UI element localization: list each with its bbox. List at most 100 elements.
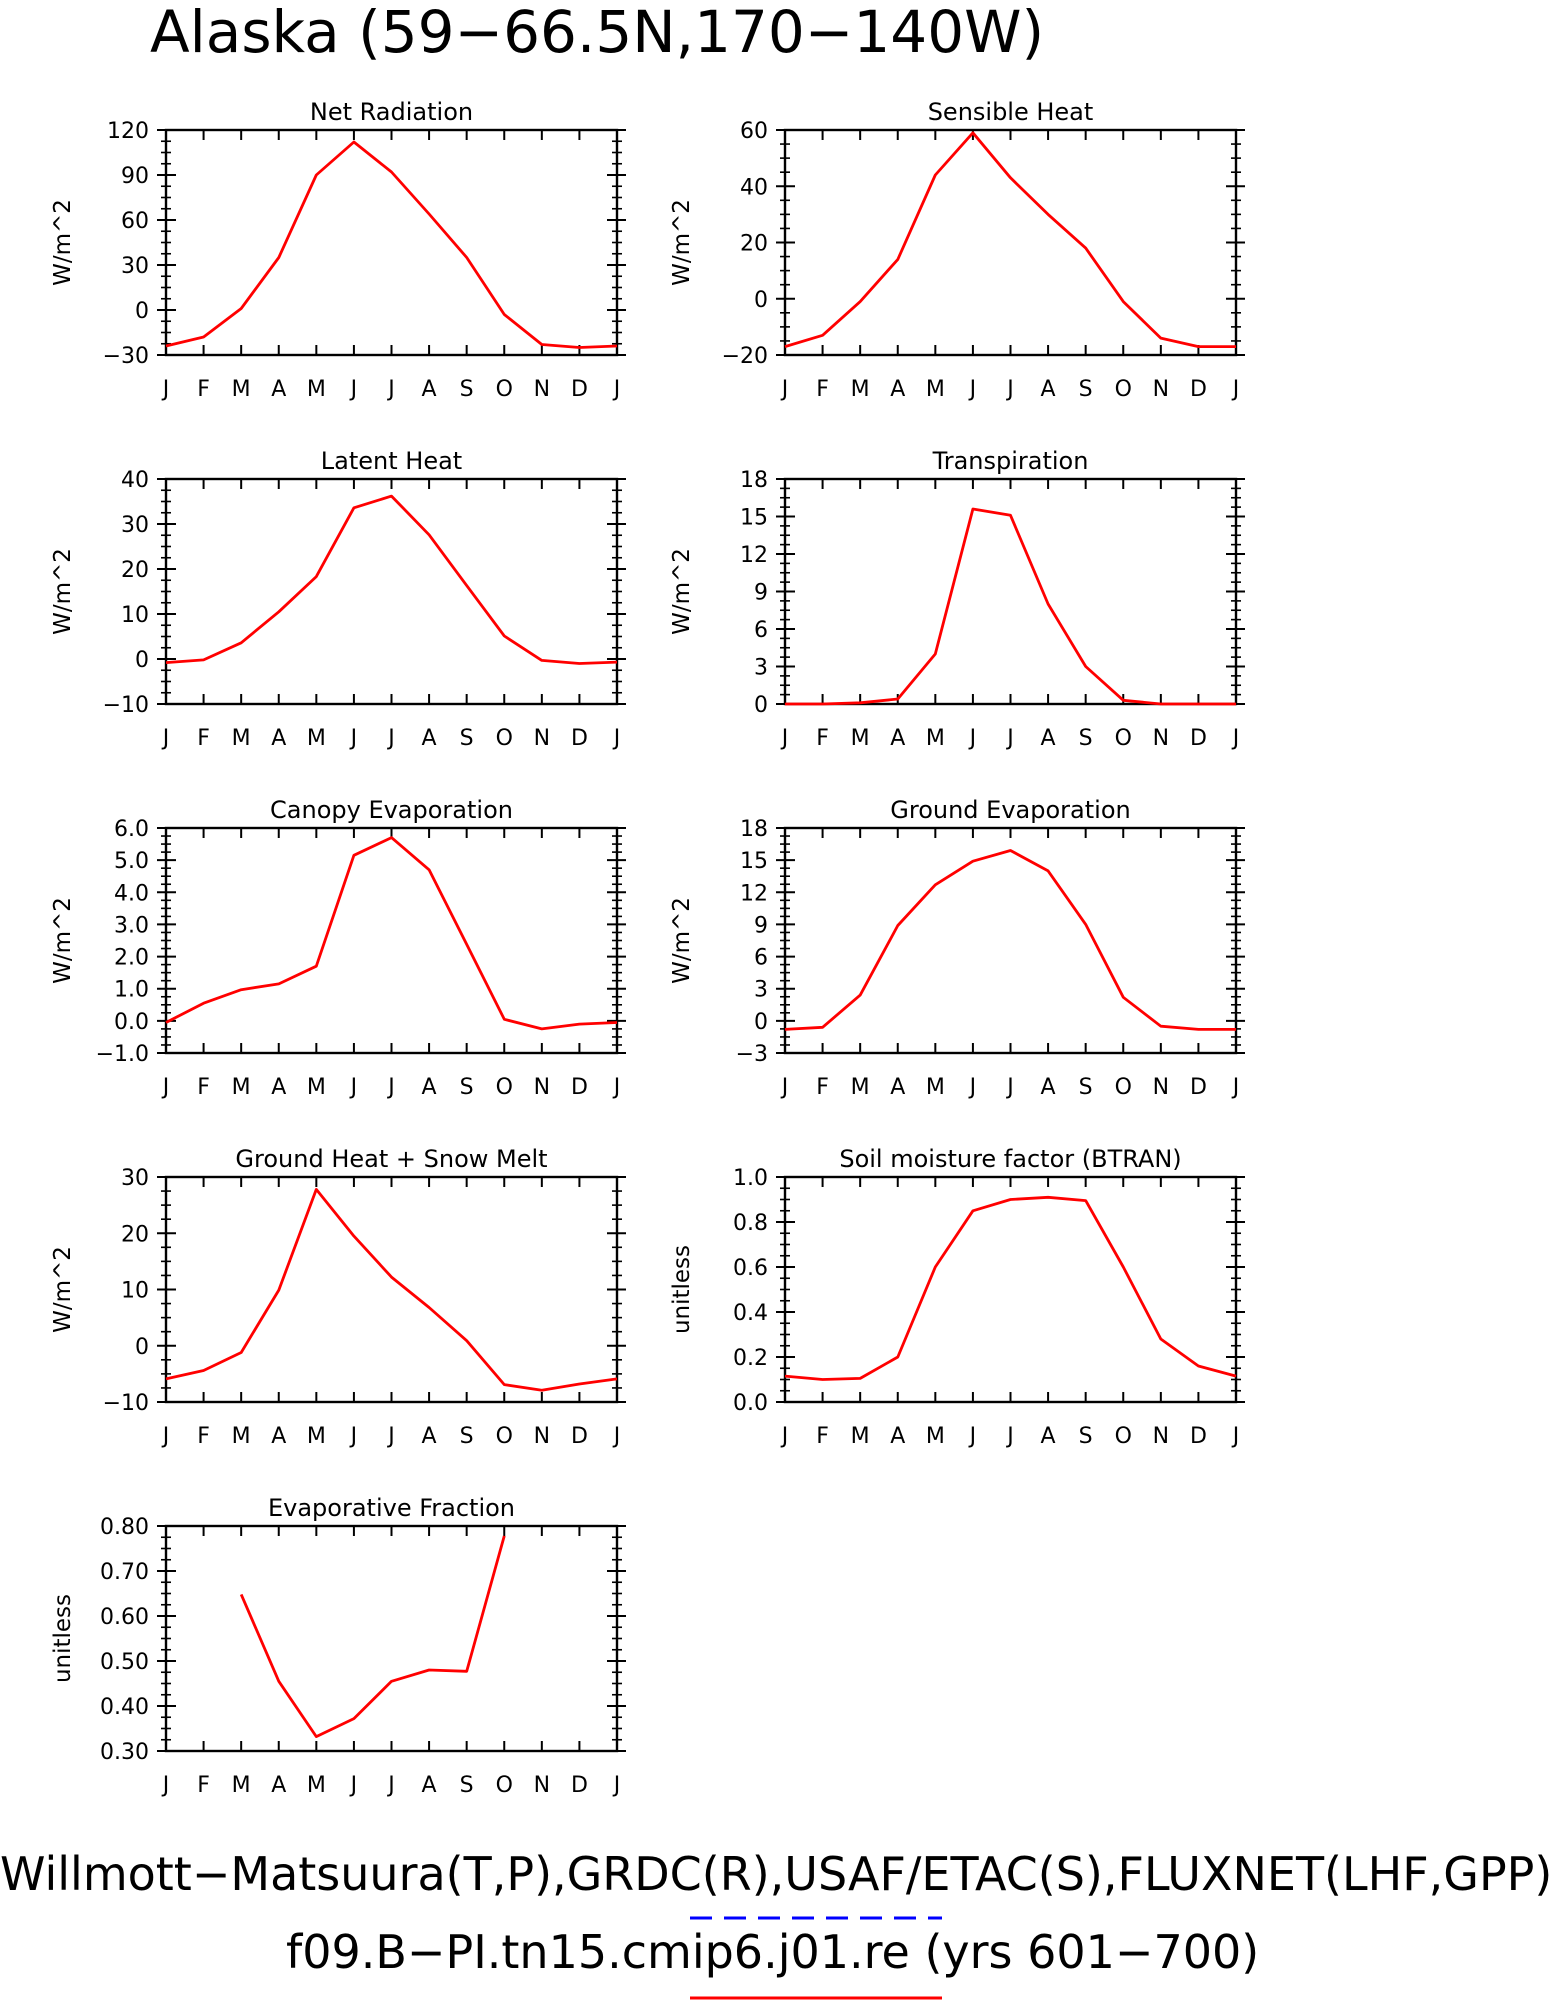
x-tick-label: J xyxy=(349,377,358,402)
footer-line-2: f09.B−PI.tn15.cmip6.j01.re (yrs 601−700) xyxy=(286,1925,1259,1979)
x-tick-label: D xyxy=(1190,1424,1207,1449)
panel-title: Canopy Evaporation xyxy=(270,796,513,824)
x-tick-label: J xyxy=(968,377,977,402)
y-tick-label: 4.0 xyxy=(114,881,149,906)
x-tick-label: J xyxy=(386,377,395,402)
y-tick-label: 18 xyxy=(740,817,768,842)
x-tick-label: A xyxy=(1041,377,1056,402)
y-tick-label: 0 xyxy=(754,693,768,718)
x-tick-label: M xyxy=(926,726,945,751)
x-tick-label: J xyxy=(386,1424,395,1449)
panel-title: Evaporative Fraction xyxy=(268,1494,515,1522)
x-tick-label: M xyxy=(851,377,870,402)
plot-frame xyxy=(783,1175,1238,1404)
x-tick-label: M xyxy=(851,726,870,751)
y-tick-label: −10 xyxy=(103,693,149,718)
y-tick-label: 0.70 xyxy=(100,1560,149,1585)
plot-frame xyxy=(164,826,619,1055)
x-tick-label: S xyxy=(460,1773,474,1798)
y-tick-label: 60 xyxy=(121,209,149,234)
x-tick-label: M xyxy=(851,1424,870,1449)
x-tick-label: S xyxy=(460,726,474,751)
panel-transpiration: J F M A M J J A S O N D J0369121518TranspirationW/m^… xyxy=(669,447,1245,751)
y-tick-label: 3 xyxy=(754,978,768,1003)
footer-line-1: Willmott−Matsuura(T,P),GRDC(R),USAF/ETAC… xyxy=(0,1847,1552,1901)
y-tick-label: −10 xyxy=(103,1391,149,1416)
y-tick-label: −30 xyxy=(103,344,149,369)
x-tick-label: M xyxy=(926,377,945,402)
x-tick-label: M xyxy=(307,377,326,402)
y-tick-label: −1.0 xyxy=(96,1042,149,1067)
y-tick-label: 6 xyxy=(754,946,768,971)
y-tick-label: 12 xyxy=(740,881,768,906)
x-tick-label: O xyxy=(496,1424,513,1449)
x-tick-label: A xyxy=(890,1424,905,1449)
x-tick-label: F xyxy=(816,726,829,751)
x-tick-label: A xyxy=(271,1075,286,1100)
x-tick-label: N xyxy=(534,1075,550,1100)
x-tick-label: J xyxy=(1005,377,1014,402)
series-line-soil-moisture-factor-btran xyxy=(784,1195,1237,1381)
x-tick-label: F xyxy=(197,1773,210,1798)
panel-title: Ground Evaporation xyxy=(890,796,1130,824)
y-tick-label: 30 xyxy=(121,1166,149,1191)
x-tick-label: M xyxy=(926,1424,945,1449)
y-tick-label: 60 xyxy=(740,119,768,144)
x-tick-label: A xyxy=(1041,1075,1056,1100)
series-line-canopy-evaporation xyxy=(165,836,618,1031)
x-tick-label: A xyxy=(422,1773,437,1798)
plot-frame xyxy=(164,477,619,706)
y-tick-label: 1.0 xyxy=(114,978,149,1003)
y-tick-label: 2.0 xyxy=(114,946,149,971)
panel-canopy-evaporation: J F M A M J J A S O N D J−1.00.01.02.03.04.05.06.0Ca… xyxy=(50,796,626,1100)
x-tick-label: J xyxy=(1005,1075,1014,1100)
x-tick-label: J xyxy=(161,1075,170,1100)
x-tick-label: J xyxy=(386,1773,395,1798)
y-tick-label: 0 xyxy=(754,1010,768,1035)
panel-title: Soil moisture factor (BTRAN) xyxy=(839,1145,1181,1173)
y-tick-label: 20 xyxy=(740,232,768,257)
y-tick-label: 40 xyxy=(121,468,149,493)
y-tick-label: 18 xyxy=(740,468,768,493)
panel-evaporative-fraction: J F M A M J J A S O N D J0.300.400.500.600.700.80Eva… xyxy=(50,1494,626,1798)
x-tick-label: J xyxy=(1231,1424,1240,1449)
y-axis-label: W/m^2 xyxy=(669,897,695,984)
y-tick-label: −20 xyxy=(722,344,768,369)
series-line-transpiration xyxy=(785,507,1236,706)
plot-frame xyxy=(164,1524,619,1753)
y-tick-label: 15 xyxy=(740,849,768,874)
panel-title: Transpiration xyxy=(932,447,1089,475)
x-tick-label: J xyxy=(780,726,789,751)
y-tick-label: 0.60 xyxy=(100,1605,149,1630)
x-tick-label: D xyxy=(571,1773,588,1798)
x-tick-label: M xyxy=(232,377,251,402)
y-tick-label: 10 xyxy=(121,1279,149,1304)
x-tick-label: O xyxy=(496,1075,513,1100)
x-tick-label: A xyxy=(422,1075,437,1100)
x-tick-label: J xyxy=(161,1773,170,1798)
y-axis-label: W/m^2 xyxy=(50,1246,76,1333)
y-tick-label: 9 xyxy=(754,913,768,938)
x-tick-label: J xyxy=(1005,726,1014,751)
x-tick-label: S xyxy=(1079,1424,1093,1449)
y-tick-label: 9 xyxy=(754,581,768,606)
x-tick-label: M xyxy=(307,1424,326,1449)
x-tick-label: N xyxy=(1153,1075,1169,1100)
series-line-ground-evaporation xyxy=(784,849,1236,1031)
x-tick-label: J xyxy=(1231,377,1240,402)
x-tick-label: J xyxy=(386,1075,395,1100)
x-tick-label: A xyxy=(271,1424,286,1449)
plot-frame xyxy=(783,826,1238,1055)
series-line-evaporative-fraction xyxy=(239,1535,506,1738)
x-tick-label: M xyxy=(307,1075,326,1100)
y-axis-label: W/m^2 xyxy=(50,897,76,984)
panel-title: Ground Heat + Snow Melt xyxy=(235,1145,547,1173)
x-tick-label: J xyxy=(612,1075,621,1100)
x-tick-label: S xyxy=(460,1424,474,1449)
x-tick-label: J xyxy=(968,726,977,751)
y-axis-label: W/m^2 xyxy=(669,199,695,286)
x-tick-label: J xyxy=(386,726,395,751)
x-tick-label: M xyxy=(851,1075,870,1100)
